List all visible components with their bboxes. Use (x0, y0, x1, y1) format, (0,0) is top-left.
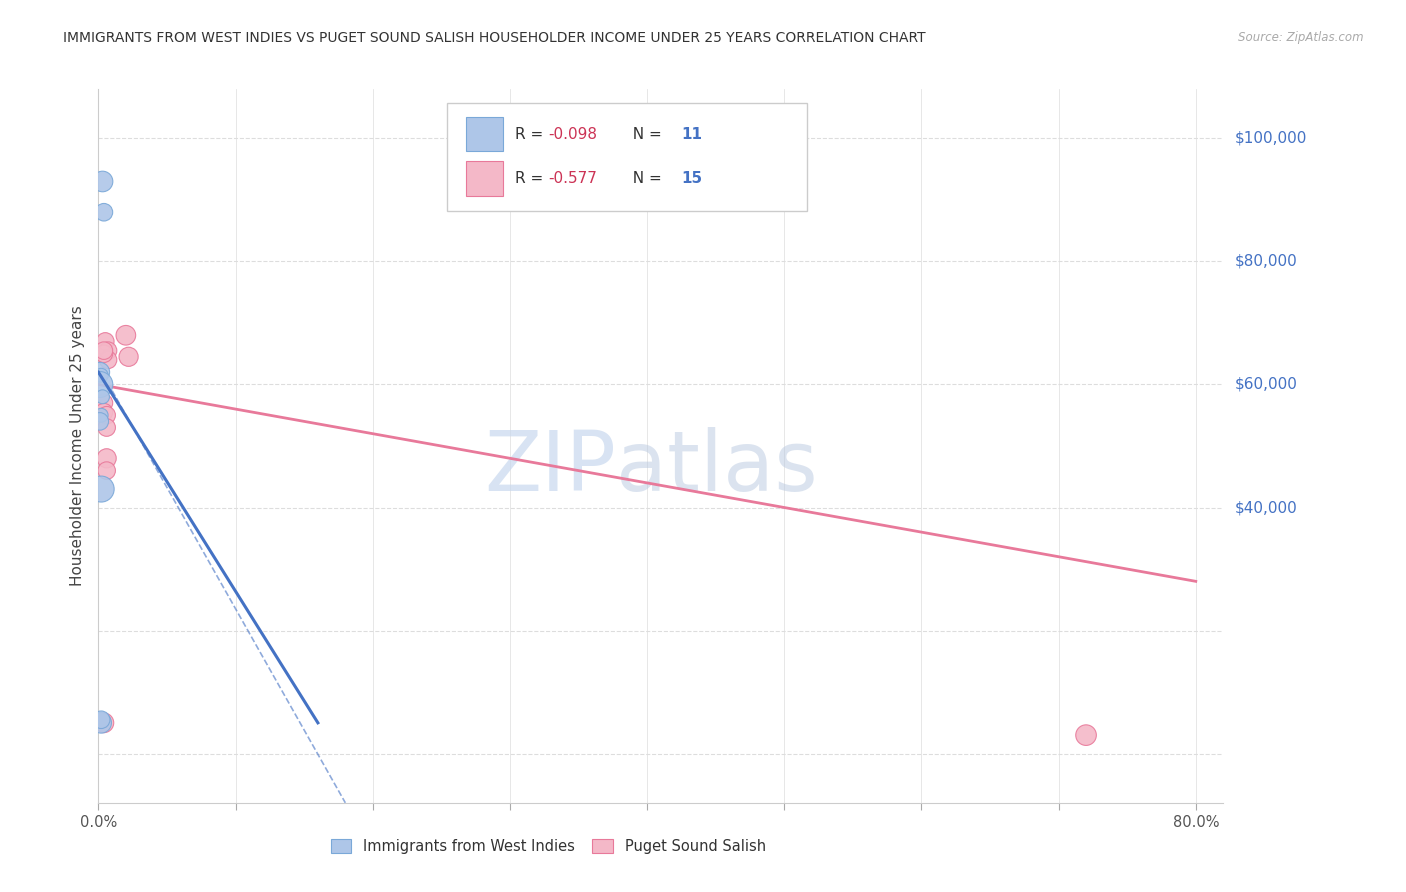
Point (96, 451, 118, 466)
Point (96, 464, 118, 478)
Point (91, 390, 114, 404)
Text: Source: ZipAtlas.com: Source: ZipAtlas.com (1239, 31, 1364, 45)
Point (115, 328, 138, 343)
Text: $40,000: $40,000 (1234, 500, 1298, 515)
Point (93, 405, 115, 419)
Text: 11: 11 (681, 127, 702, 142)
Point (90, 715, 112, 730)
Text: $80,000: $80,000 (1234, 254, 1298, 269)
Y-axis label: Householder Income Under 25 years: Householder Income Under 25 years (69, 306, 84, 586)
Point (93, 396, 115, 410)
Text: IMMIGRANTS FROM WEST INDIES VS PUGET SOUND SALISH HOUSEHOLDER INCOME UNDER 25 YE: IMMIGRANTS FROM WEST INDIES VS PUGET SOU… (63, 31, 927, 45)
Point (91, 174, 114, 188)
Point (93, 343, 115, 358)
Bar (467, 161, 503, 195)
Point (1074, 728, 1097, 742)
Point (97, 343, 120, 358)
Text: R =: R = (515, 171, 548, 186)
Point (93, 205, 115, 219)
Point (90, 368, 112, 383)
Text: -0.577: -0.577 (548, 171, 598, 186)
Point (117, 350, 139, 364)
Point (90, 482, 112, 496)
FancyBboxPatch shape (447, 103, 807, 211)
Text: N =: N = (623, 171, 666, 186)
Point (94, 334, 117, 349)
Point (90, 713, 112, 727)
Point (93, 347, 115, 361)
Point (97, 352, 120, 367)
Legend: Immigrants from West Indies, Puget Sound Salish: Immigrants from West Indies, Puget Sound… (325, 833, 772, 860)
Text: $60,000: $60,000 (1234, 377, 1298, 392)
Point (89, 377, 111, 392)
Text: ZIP: ZIP (484, 427, 616, 508)
Point (89, 414, 111, 428)
Text: R =: R = (515, 127, 548, 142)
Point (96, 420, 118, 434)
Point (89, 365, 111, 379)
Point (93, 715, 115, 730)
Text: atlas: atlas (616, 427, 817, 508)
Text: N =: N = (623, 127, 666, 142)
Text: -0.098: -0.098 (548, 127, 598, 142)
Point (96, 409, 118, 423)
Text: 15: 15 (681, 171, 702, 186)
Bar (467, 117, 503, 152)
Point (90, 409, 112, 423)
Text: $100,000: $100,000 (1234, 131, 1306, 146)
